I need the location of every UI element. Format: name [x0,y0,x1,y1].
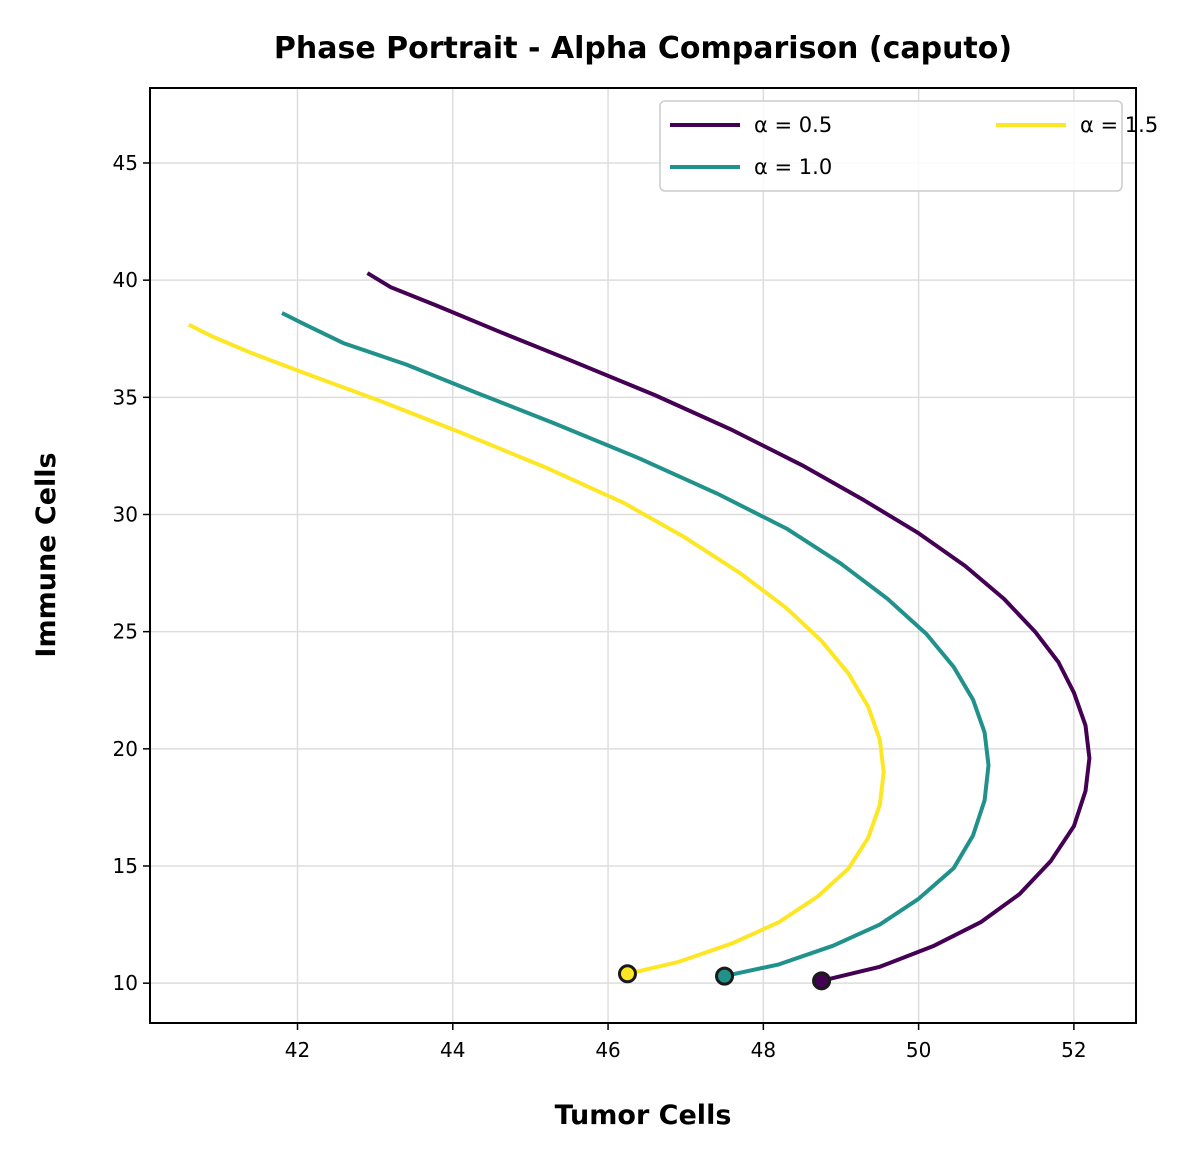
chart-title: Phase Portrait - Alpha Comparison (caput… [274,31,1012,66]
legend-label: α = 0.5 [754,113,832,137]
plot-frame [149,87,1137,1024]
series-layer [187,271,1092,991]
x-tick-label: 52 [1061,1038,1086,1062]
y-tick-label: 40 [113,268,138,292]
start-point-marker [812,971,832,991]
start-point-marker [617,964,637,984]
y-tick-label: 10 [113,971,138,995]
y-axis-title: Immune Cells [31,452,62,657]
y-tick-label: 30 [113,502,138,526]
series-line [366,271,1092,983]
legend: α = 0.5 α = 1.0 α = 1.5 [659,100,1158,192]
series-3 [187,322,886,984]
x-tick-label: 50 [906,1038,931,1062]
series-line [187,322,886,976]
series-1 [366,271,1092,991]
x-tick-label: 48 [751,1038,776,1062]
x-axis-title: Tumor Cells [555,1100,732,1131]
start-point-marker [715,966,735,986]
legend-label: α = 1.0 [754,155,832,179]
ticks: 42 44 46 48 50 52 10 15 20 25 30 35 40 45 [113,151,1087,1062]
legend-entry: α = 1.0 [670,155,832,179]
legend-box [659,100,1123,192]
series-line [281,311,991,979]
x-tick-label: 44 [440,1038,465,1062]
x-tick-label: 46 [595,1038,620,1062]
y-tick-label: 20 [113,737,138,761]
y-tick-label: 25 [113,620,138,644]
y-tick-label: 45 [113,151,138,175]
y-tick-label: 35 [113,385,138,409]
legend-entry: α = 0.5 [670,113,832,137]
series-2 [281,311,991,986]
legend-label: α = 1.5 [1080,113,1158,137]
legend-entry: α = 1.5 [996,113,1158,137]
x-tick-label: 42 [285,1038,310,1062]
y-tick-label: 15 [113,854,138,878]
